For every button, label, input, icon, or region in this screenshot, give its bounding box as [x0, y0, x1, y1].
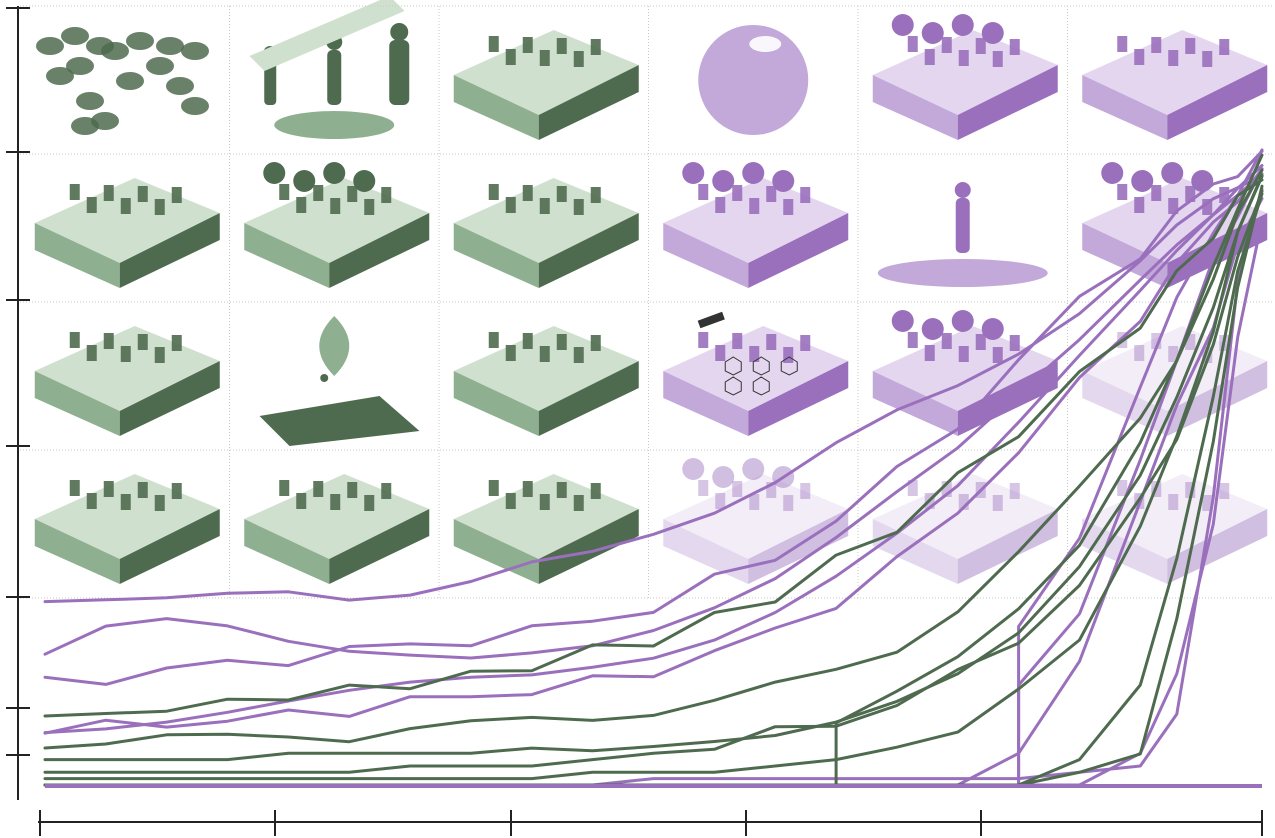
series-line-2	[43, 172, 1264, 660]
series-line-1	[43, 174, 1264, 604]
urban-block-icon	[872, 14, 1058, 140]
series-line-7	[43, 167, 1264, 787]
water-drop-icon	[259, 316, 420, 446]
energy-industry-icon	[244, 162, 430, 288]
farmland-icon	[453, 30, 639, 140]
series-line-5	[43, 164, 1264, 735]
satellite-fishing-icon	[663, 311, 849, 436]
open-pit-mine-icon	[34, 326, 220, 436]
illustration-grid	[34, 0, 1268, 584]
factory-island-icon	[663, 162, 849, 288]
faded-fields-icon	[872, 474, 1058, 584]
series-lines	[43, 148, 1264, 788]
ocean-sediment-icon	[1082, 30, 1268, 140]
series-line-16	[43, 192, 1264, 787]
series-line-11	[43, 178, 1264, 718]
airplane-travel-icon	[34, 178, 220, 288]
series-line-15	[43, 174, 1264, 781]
forest-clearing-icon	[872, 310, 1058, 436]
fish-school-icon	[453, 474, 639, 584]
ozone-sphere-icon	[698, 25, 809, 135]
faded-landscape-icon	[1082, 326, 1268, 436]
series-line-14	[43, 189, 1264, 774]
series-line-8	[43, 148, 1264, 787]
human-growth-icon	[249, 0, 410, 139]
series-line-13	[43, 173, 1264, 762]
person-on-island-icon	[877, 182, 1048, 287]
axes	[6, 6, 1263, 836]
series-line-3	[43, 149, 1264, 686]
series-line-9	[43, 197, 1264, 787]
reservoir-dam-icon	[453, 326, 639, 436]
world-map-icon	[36, 27, 209, 135]
series-line-4	[43, 167, 1264, 735]
power-grid-icon	[244, 474, 430, 584]
soil-layer-icon	[453, 178, 639, 288]
faded-terrain-icon	[1082, 474, 1268, 584]
series-line-12	[43, 168, 1264, 750]
series-line-17	[43, 153, 1264, 787]
city-buildings-icon	[34, 474, 220, 584]
